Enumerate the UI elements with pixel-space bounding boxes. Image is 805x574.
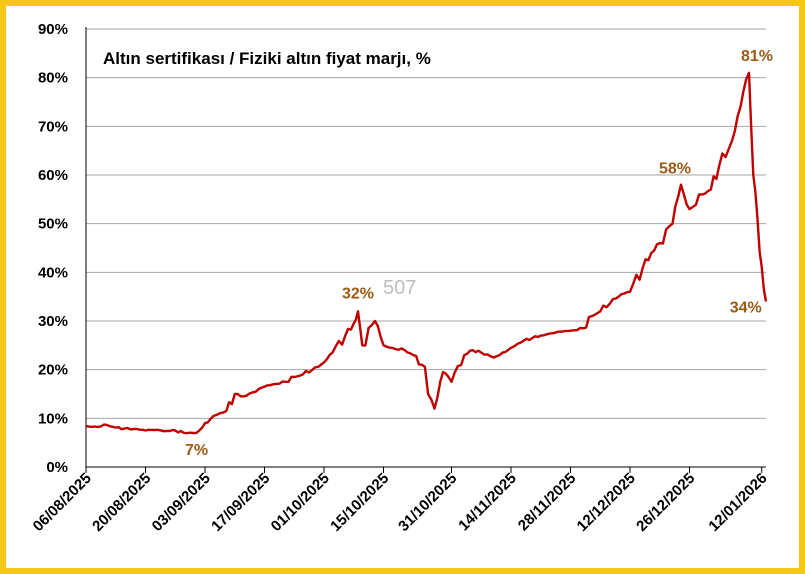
x-tick-label: 28/11/2025 [515, 470, 580, 535]
y-tick-label: 40% [38, 264, 68, 281]
y-tick-label: 20% [38, 362, 68, 379]
x-tick-label: 26/12/2025 [633, 470, 698, 535]
x-tick-label: 31/10/2025 [395, 470, 460, 535]
y-tick-label: 0% [46, 459, 68, 476]
chart-title: Altın sertifikası / Fiziki altın fiyat m… [103, 49, 431, 68]
axes [85, 27, 766, 473]
y-tick-label: 10% [38, 410, 68, 427]
annotation-label: 58% [659, 161, 691, 178]
y-tick-label: 80% [38, 70, 68, 87]
y-axis-tick-labels: 0% 10% 20% 30% 40% 50% 60% 70% 80% 90% [38, 21, 68, 476]
watermark: 507 [383, 277, 416, 299]
annotation-label: 81% [741, 48, 773, 65]
x-tick-label: 15/10/2025 [327, 470, 392, 535]
x-tick-label: 17/09/2025 [208, 470, 273, 535]
x-tick-label: 12/01/2026 [705, 470, 770, 535]
annotation-label: 32% [342, 285, 374, 302]
x-tick-label: 03/09/2025 [149, 470, 214, 535]
x-tick-label: 06/08/2025 [30, 470, 95, 535]
annotations: 7% 32% 58% 81% 34% [185, 48, 773, 459]
y-tick-label: 70% [38, 118, 68, 135]
x-tick-label: 01/10/2025 [268, 470, 333, 535]
annotation-label: 34% [730, 300, 762, 317]
x-axis-tick-labels: 06/08/202520/08/202503/09/202517/09/2025… [30, 470, 771, 535]
annotation-label: 7% [185, 442, 208, 459]
y-tick-label: 90% [38, 21, 68, 38]
gridlines [86, 28, 766, 419]
series-layer [85, 71, 768, 435]
y-tick-label: 50% [38, 216, 68, 233]
series-line [85, 71, 768, 435]
x-tick-label: 14/11/2025 [455, 470, 520, 535]
x-tick-label: 20/08/2025 [89, 470, 154, 535]
x-tick-label: 12/12/2025 [574, 470, 639, 535]
y-tick-label: 30% [38, 313, 68, 330]
y-tick-label: 60% [38, 167, 68, 184]
